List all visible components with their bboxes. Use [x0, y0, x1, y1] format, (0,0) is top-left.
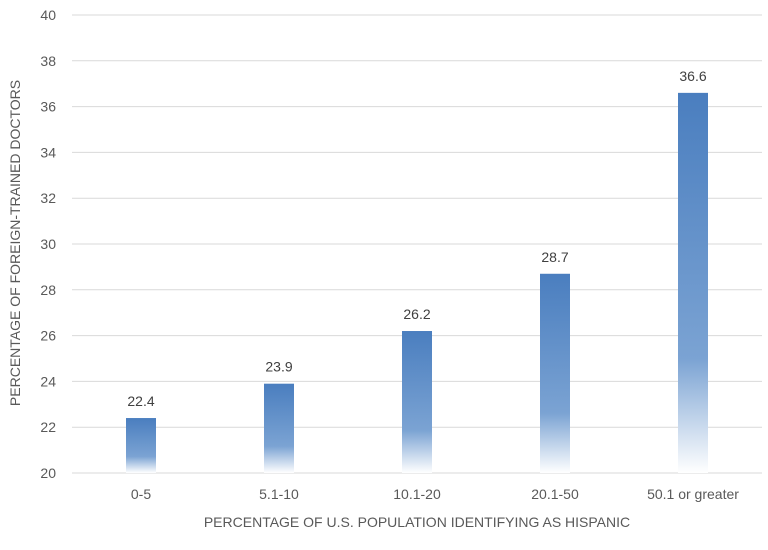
y-tick-label: 28: [40, 282, 56, 298]
x-axis-title: PERCENTAGE OF U.S. POPULATION IDENTIFYIN…: [204, 514, 630, 530]
y-axis-title: PERCENTAGE OF FOREIGN-TRAINED DOCTORS: [7, 80, 23, 406]
bar-value-label: 28.7: [541, 249, 568, 265]
x-tick-label: 20.1-50: [531, 486, 579, 502]
bar-5-1-10: [264, 383, 294, 473]
bar-10-1-20: [402, 331, 432, 473]
gridlines: [72, 14, 762, 474]
bar-value-label: 23.9: [265, 359, 292, 375]
bar-0-5: [126, 418, 156, 473]
x-tick-label: 0-5: [131, 486, 151, 502]
y-tick-label: 26: [40, 328, 56, 344]
y-tick-label: 36: [40, 99, 56, 115]
bar-value-label: 22.4: [127, 393, 154, 409]
y-tick-label: 38: [40, 53, 56, 69]
data-labels: 22.4 23.9 26.2 28.7 36.6: [127, 68, 706, 409]
y-tick-label: 24: [40, 373, 56, 389]
x-tick-label: 10.1-20: [393, 486, 441, 502]
y-tick-label: 32: [40, 190, 56, 206]
y-tick-label: 34: [40, 144, 56, 160]
y-axis-ticks: 20 22 24 26 28 30 32 34 36 38 40: [40, 7, 56, 481]
x-tick-label: 5.1-10: [259, 486, 299, 502]
bar-value-label: 36.6: [679, 68, 706, 84]
y-tick-label: 30: [40, 236, 56, 252]
y-tick-label: 20: [40, 465, 56, 481]
y-tick-label: 40: [40, 7, 56, 23]
bars: [126, 92, 708, 474]
x-tick-label: 50.1 or greater: [647, 486, 739, 502]
bar-50-1-or-greater: [678, 92, 708, 474]
x-axis-ticks: 0-5 5.1-10 10.1-20 20.1-50 50.1 or greater: [131, 486, 739, 502]
bar-20-1-50: [540, 273, 570, 473]
y-tick-label: 22: [40, 419, 56, 435]
bar-value-label: 26.2: [403, 306, 430, 322]
